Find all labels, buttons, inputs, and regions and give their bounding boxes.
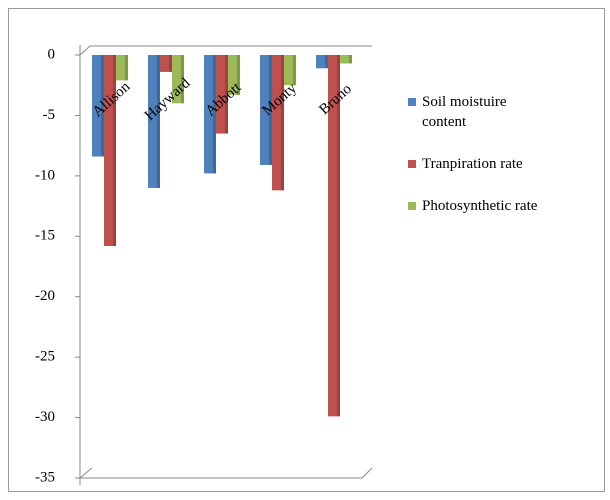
legend: Soil moistuire content Tranpiration rate P… — [408, 92, 608, 238]
bar-side — [237, 55, 240, 95]
bar-side — [337, 55, 340, 417]
top-edge — [79, 45, 91, 56]
floor-edge — [361, 467, 373, 479]
bar — [340, 55, 352, 64]
bar — [172, 55, 184, 104]
bar — [116, 55, 128, 81]
bar-side — [157, 55, 160, 188]
legend-swatch — [408, 202, 416, 210]
bar — [328, 55, 340, 417]
y-tick-label: -20 — [35, 288, 55, 304]
bar — [92, 55, 104, 157]
bar — [148, 55, 160, 188]
y-tick-label: -5 — [43, 107, 56, 123]
bar-side — [125, 55, 128, 81]
y-tick-label: -30 — [35, 409, 55, 425]
bar — [160, 55, 172, 72]
bar — [204, 55, 216, 174]
legend-label: Photosynthetic rate — [422, 198, 538, 214]
y-tick-label: -25 — [35, 349, 55, 365]
bar — [316, 55, 328, 69]
y-tick-label: 0 — [48, 46, 56, 62]
bar-side — [325, 55, 328, 69]
legend-label: Tranpiration rate — [422, 156, 523, 172]
legend-item: Soil moistuire content — [408, 92, 542, 132]
bar — [260, 55, 272, 165]
y-tick-label: -10 — [35, 167, 55, 183]
bar-side — [101, 55, 104, 157]
y-tick-label: -15 — [35, 228, 55, 244]
bar-side — [213, 55, 216, 174]
y-tick-label: -35 — [35, 469, 55, 485]
bar — [216, 55, 228, 134]
bar-side — [113, 55, 116, 246]
legend-swatch — [408, 160, 416, 168]
bar-side — [269, 55, 272, 165]
floor-edge — [79, 467, 93, 479]
bar — [228, 55, 240, 95]
legend-swatch — [408, 98, 416, 106]
bar-side — [169, 55, 172, 72]
bar — [284, 55, 296, 86]
bar-side — [281, 55, 284, 191]
bar — [272, 55, 284, 191]
legend-item: Tranpiration rate — [408, 154, 610, 174]
bar-side — [181, 55, 184, 104]
bar-side — [225, 55, 228, 134]
legend-label: Soil moistuire content — [422, 94, 507, 130]
bar — [104, 55, 116, 246]
legend-item: Photosynthetic rate — [408, 196, 610, 216]
bar-side — [293, 55, 296, 86]
bar-side — [349, 55, 352, 64]
